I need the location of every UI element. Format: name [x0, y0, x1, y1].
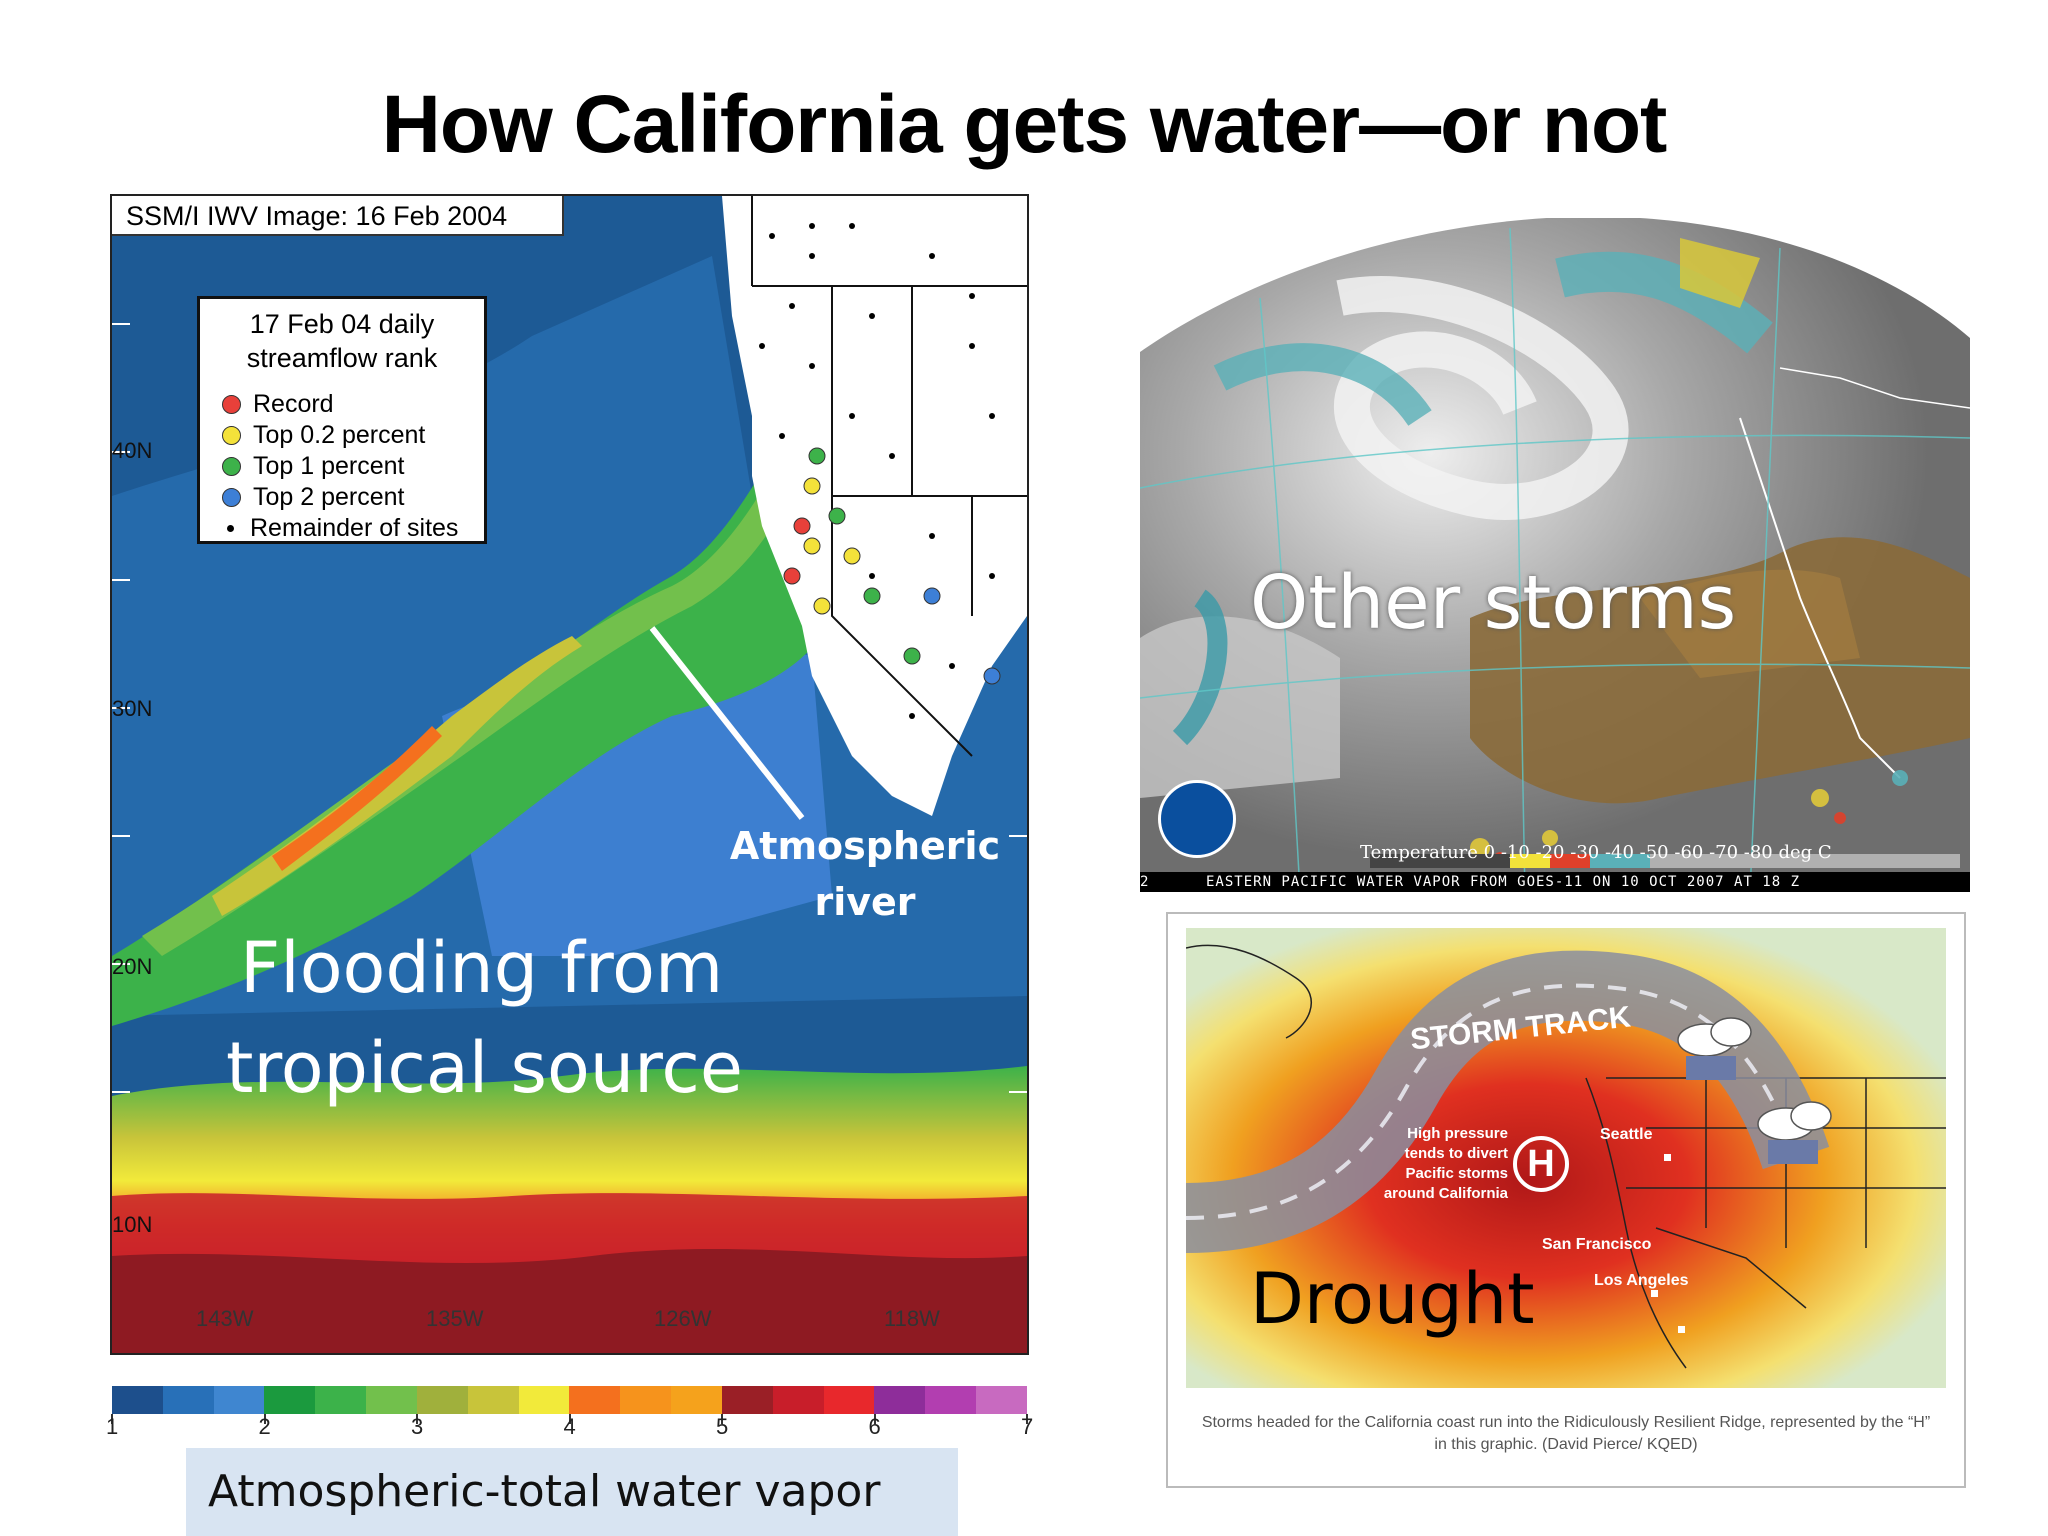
- colorbar-tick: [568, 1414, 571, 1424]
- colorbar-tick-label: 5: [716, 1414, 729, 1439]
- colorbar-caption: Atmospheric-total water vapor: [186, 1448, 958, 1536]
- high-pressure-text: High pressure tends to divert Pacific st…: [1358, 1124, 1508, 1204]
- city-san-francisco: San Francisco: [1542, 1236, 1652, 1253]
- drought-caption: Storms headed for the California coast r…: [1176, 1412, 1956, 1456]
- lat-label: 40N: [112, 438, 153, 463]
- lon-label: 143W: [196, 1306, 254, 1331]
- colorbar-tick-label: 7: [1021, 1414, 1034, 1439]
- colorbar-segment: [721, 1386, 773, 1414]
- lon-label: 126W: [654, 1306, 712, 1331]
- satellite-image: [1140, 218, 1970, 892]
- colorbar-segment: [772, 1386, 824, 1414]
- colorbar-tick-label: 2: [258, 1414, 271, 1439]
- city-seattle: Seattle: [1600, 1126, 1653, 1143]
- colorbar-segment: [620, 1386, 672, 1414]
- streamflow-legend: 17 Feb 04 daily streamflow rank Record T…: [197, 296, 487, 544]
- colorbar-segment: [112, 1386, 163, 1414]
- colorbar-segment: [874, 1386, 926, 1414]
- legend-title-line2: streamflow rank: [246, 343, 438, 373]
- colorbar-tick: [721, 1414, 723, 1424]
- colorbar-tick: [263, 1414, 266, 1424]
- blue-dot-icon: [222, 488, 241, 507]
- colorbar-segment: [467, 1386, 519, 1414]
- colorbar: [112, 1386, 1027, 1414]
- colorbar-segment: [671, 1386, 722, 1414]
- colorbar-segment: [976, 1386, 1027, 1414]
- temperature-scale: Temperature 0 -10 -20 -30 -40 -50 -60 -7…: [1360, 842, 1832, 863]
- red-dot-icon: [222, 395, 241, 414]
- flood-line1: Flooding from: [240, 927, 724, 1009]
- hp-line: tends to divert: [1404, 1145, 1508, 1162]
- caption-line2: in this graphic. (David Pierce/ KQED): [1434, 1436, 1698, 1453]
- legend-item-record: Record: [222, 389, 334, 419]
- lat-label: 10N: [112, 1212, 153, 1237]
- legend-label: Top 2 percent: [253, 483, 405, 511]
- colorbar-segment: [569, 1386, 621, 1414]
- colorbar-segment: [213, 1386, 265, 1414]
- legend-label: Top 0.2 percent: [253, 421, 426, 449]
- legend-item-top-1: Top 1 percent: [222, 451, 405, 481]
- hp-line: Pacific storms: [1405, 1165, 1508, 1182]
- colorbar-tick-label: 4: [563, 1414, 576, 1439]
- legend-label: Top 1 percent: [253, 452, 405, 480]
- legend-title: 17 Feb 04 daily streamflow rank: [200, 307, 484, 375]
- hp-line: around California: [1383, 1185, 1508, 1202]
- lon-label: 135W: [426, 1306, 484, 1331]
- green-dot-icon: [222, 457, 241, 476]
- colorbar-segment: [264, 1386, 316, 1414]
- colorbar-tick-label: 3: [411, 1414, 424, 1439]
- flood-line2: tropical source: [226, 1027, 743, 1109]
- other-storms-label: Other storms: [1250, 560, 1737, 646]
- legend-item-remainder: Remainder of sites: [222, 513, 458, 543]
- legend-item-top-0-2: Top 0.2 percent: [222, 420, 425, 450]
- caption-line1: Storms headed for the California coast r…: [1201, 1414, 1931, 1431]
- drought-label: Drought: [1250, 1258, 1535, 1340]
- colorbar-segment: [366, 1386, 417, 1414]
- colorbar-tick: [873, 1414, 876, 1424]
- lat-label: 20N: [112, 954, 153, 979]
- yellow-dot-icon: [222, 426, 241, 445]
- hp-line: High pressure: [1407, 1125, 1508, 1142]
- noaa-logo-icon: [1158, 780, 1236, 858]
- slide-title: How California gets water—or not: [381, 79, 1668, 170]
- atmospheric-river-label: Atmospheric river: [720, 818, 1010, 930]
- colorbar-segment: [162, 1386, 214, 1414]
- legend-title-line1: 17 Feb 04 daily: [249, 309, 435, 339]
- legend-item-top-2: Top 2 percent: [222, 482, 405, 512]
- colorbar-segment: [416, 1386, 468, 1414]
- colorbar-segment: [518, 1386, 570, 1414]
- lon-label: 118W: [884, 1306, 940, 1331]
- lat-label: 30N: [112, 696, 153, 721]
- colorbar-segment: [823, 1386, 875, 1414]
- ar-label-line1: Atmospheric: [729, 824, 1001, 868]
- legend-label: Remainder of sites: [250, 514, 459, 542]
- colorbar-tick: [1026, 1414, 1028, 1424]
- colorbar-tick: [416, 1414, 418, 1424]
- ar-label-line2: river: [814, 880, 916, 924]
- colorbar-tick-label: 6: [868, 1414, 881, 1439]
- flooding-label: Flooding from tropical source: [226, 918, 820, 1118]
- satellite-footer: 2 EASTERN PACIFIC WATER VAPOR FROM GOES-…: [1140, 872, 1970, 892]
- colorbar-segment: [925, 1386, 977, 1414]
- colorbar-tick: [111, 1414, 113, 1424]
- map-header: SSM/I IWV Image: 16 Feb 2004: [112, 196, 564, 236]
- colorbar-tick-label: 1: [106, 1414, 119, 1439]
- water-vapor-map: [110, 194, 1029, 1355]
- city-los-angeles: Los Angeles: [1594, 1272, 1689, 1289]
- colorbar-segment: [315, 1386, 367, 1414]
- black-dot-icon: [227, 525, 234, 532]
- high-pressure-icon: H: [1513, 1136, 1569, 1192]
- legend-label: Record: [253, 390, 334, 418]
